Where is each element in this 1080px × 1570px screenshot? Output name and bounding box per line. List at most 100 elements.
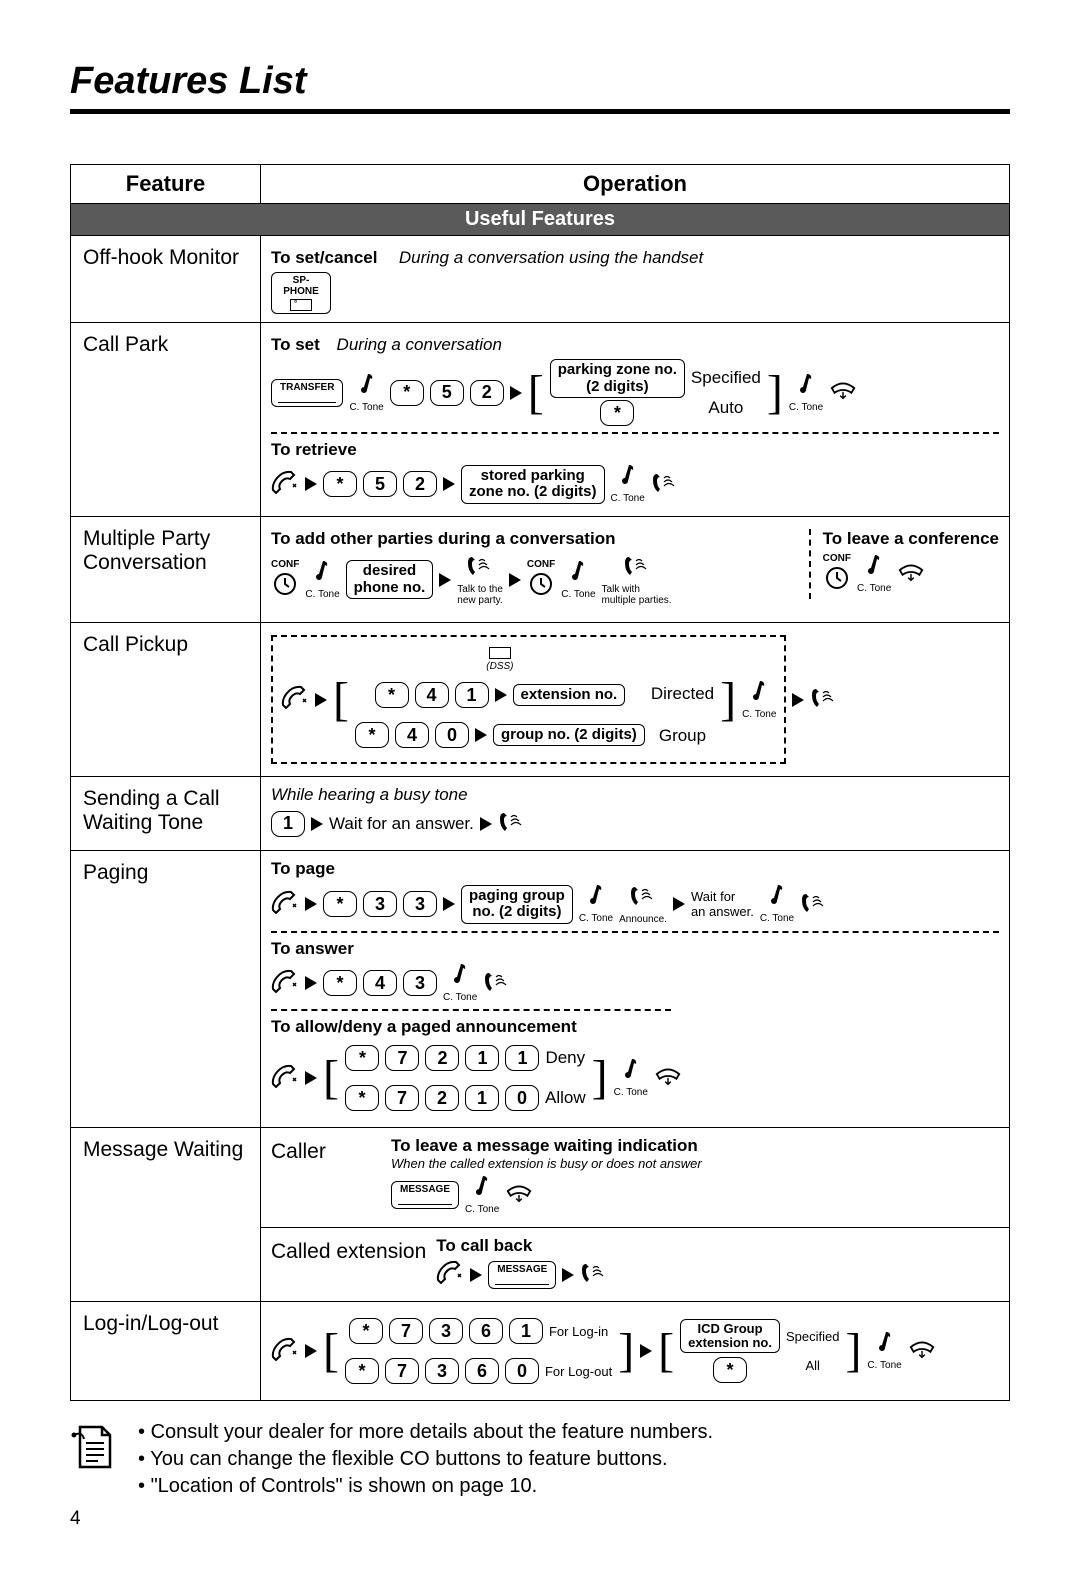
key-spphone: SP-PHONE ° xyxy=(271,272,331,314)
msg-callback: To call back xyxy=(436,1236,608,1256)
lbl-deny: Deny xyxy=(545,1048,585,1068)
arrow-icon xyxy=(475,728,487,742)
note-icon xyxy=(620,464,636,491)
arrow-icon xyxy=(315,693,327,707)
lbl-directed: Directed xyxy=(651,684,714,704)
note-icon xyxy=(570,560,586,587)
ctone: C. Tone xyxy=(789,402,823,413)
ctone: C. Tone xyxy=(465,1204,499,1215)
waitfor: Wait foran answer. xyxy=(691,889,754,919)
pg-toallow: To allow/deny a paged announcement xyxy=(271,1017,999,1037)
box-parkingzone: parking zone no.(2 digits) xyxy=(550,359,685,398)
op-waiting: While hearing a busy tone 1 Wait for an … xyxy=(261,777,1010,851)
ctone: C. Tone xyxy=(349,402,383,413)
note-icon xyxy=(474,1175,490,1202)
arrow-icon xyxy=(480,817,492,831)
ctone: C. Tone xyxy=(742,709,776,720)
key-1: 1 xyxy=(465,1085,499,1111)
talk-icon xyxy=(466,553,494,582)
feat-multiparty: Multiple Party Conversation xyxy=(71,517,261,623)
arrow-icon xyxy=(792,693,804,707)
note-icon xyxy=(314,560,330,587)
key-3b: 3 xyxy=(403,891,437,917)
op-msg-caller: Caller To leave a message waiting indica… xyxy=(261,1128,1010,1228)
label-during: During a conversation using the handset xyxy=(399,248,703,268)
lbl-all: All xyxy=(805,1358,819,1373)
talk-icon xyxy=(623,553,651,582)
msg-when: When the called extension is busy or doe… xyxy=(391,1156,702,1171)
key-3: 3 xyxy=(429,1318,463,1344)
footer-l2: • You can change the flexible CO buttons… xyxy=(138,1448,713,1471)
talk-icon xyxy=(800,890,828,919)
key-2: 2 xyxy=(425,1085,459,1111)
key-1: 1 xyxy=(465,1045,499,1071)
arrow-icon xyxy=(305,477,317,491)
note-icon xyxy=(359,373,375,400)
talknew: Talk to thenew party. xyxy=(457,584,503,606)
conf-icon xyxy=(271,572,299,601)
feat-paging: Paging xyxy=(71,851,261,1128)
handset-icon xyxy=(281,685,309,714)
talk-icon xyxy=(498,809,526,838)
mp-add: To add other parties during a conversati… xyxy=(271,529,797,549)
handset-down-icon xyxy=(829,378,857,407)
feat-log: Log-in/Log-out xyxy=(71,1302,261,1401)
key-6: 6 xyxy=(469,1318,503,1344)
key-message: MESSAGE xyxy=(391,1181,459,1209)
key-4: 4 xyxy=(395,722,429,748)
handset-down-icon xyxy=(908,1337,936,1366)
note-icon xyxy=(751,680,767,707)
key-7: 7 xyxy=(389,1318,423,1344)
announce: Announce. xyxy=(619,914,667,925)
note-icon xyxy=(452,963,468,990)
key-star: * xyxy=(349,1318,383,1344)
box-desired: desiredphone no. xyxy=(346,560,434,599)
key-0: 0 xyxy=(505,1085,539,1111)
op-callpark: To set During a conversation TRANSFER C.… xyxy=(261,323,1010,517)
lbl-conf: CONF xyxy=(271,559,299,570)
key-2: 2 xyxy=(403,471,437,497)
handset-icon xyxy=(271,969,299,998)
col-feature: Feature xyxy=(71,165,261,204)
key-7: 7 xyxy=(385,1085,419,1111)
talk-icon xyxy=(651,470,679,499)
note-icon xyxy=(877,1331,893,1358)
op-msg-called: Called extension To call back MESSAGE xyxy=(261,1228,1010,1302)
col-operation: Operation xyxy=(261,165,1010,204)
ctone: C. Tone xyxy=(611,493,645,504)
box-ext: extension no. xyxy=(513,684,626,707)
key-1: 1 xyxy=(271,811,305,837)
waiting-wait: Wait for an answer. xyxy=(329,814,474,834)
op-log: [ * 7 3 6 1 For Log-in * 7 3 6 xyxy=(261,1302,1010,1401)
key-star: * xyxy=(355,722,389,748)
note-icon xyxy=(588,884,604,911)
page-title: Features List xyxy=(70,60,1010,114)
talkmul: Talk withmultiple parties. xyxy=(602,584,672,606)
arrow-icon xyxy=(495,688,507,702)
op-pickup: [ (DSS) * 4 1 extension no. xyxy=(261,623,1010,777)
key-3c: 3 xyxy=(403,970,437,996)
lbl-spec: Specified xyxy=(786,1329,839,1344)
dashed-group: [ (DSS) * 4 1 extension no. xyxy=(271,635,786,764)
talk-icon xyxy=(580,1260,608,1289)
handset-down-icon xyxy=(505,1181,533,1210)
waiting-busy: While hearing a busy tone xyxy=(271,785,999,805)
label-setcancel: To set/cancel xyxy=(271,248,377,268)
handset-icon xyxy=(436,1260,464,1289)
key-3: 3 xyxy=(363,891,397,917)
conf-icon xyxy=(527,572,555,601)
arrow-icon xyxy=(305,897,317,911)
key-4: 4 xyxy=(363,970,397,996)
lbl-group: Group xyxy=(659,726,706,746)
key-3: 3 xyxy=(425,1358,459,1384)
note-icon xyxy=(769,884,785,911)
lbl-auto: Auto xyxy=(708,398,743,418)
key-transfer: TRANSFER xyxy=(271,379,343,407)
key-star2: * xyxy=(600,400,634,426)
ctone: C. Tone xyxy=(760,913,794,924)
lbl-logout: For Log-out xyxy=(545,1364,612,1379)
cp-toset: To set xyxy=(271,335,320,355)
note-icon xyxy=(866,554,882,581)
box-grp: group no. (2 digits) xyxy=(493,724,645,747)
key-1b: 1 xyxy=(505,1045,539,1071)
